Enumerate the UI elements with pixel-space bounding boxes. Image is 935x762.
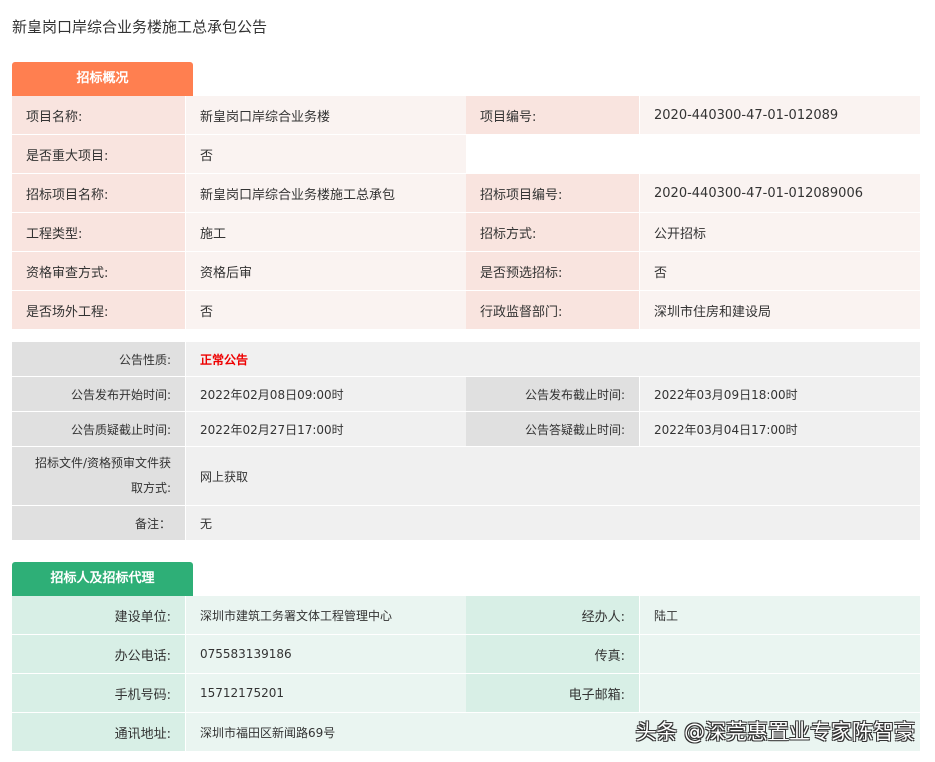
label: 招标文件/资格预审文件获取方式:	[12, 447, 185, 505]
table-row: 招标项目名称: 新皇岗口岸综合业务楼施工总承包 招标项目编号: 2020-440300…	[12, 174, 920, 213]
label: 招标项目编号:	[466, 174, 639, 212]
label: 是否场外工程:	[12, 291, 185, 329]
label: 公告性质:	[12, 342, 185, 376]
table-row: 通讯地址: 深圳市福田区新闻路69号	[12, 713, 920, 752]
value: 2022年03月09日18:00时	[639, 377, 920, 411]
label-line: 取方式:	[130, 481, 171, 495]
value: 施工	[185, 213, 466, 251]
value: 新皇岗口岸综合业务楼施工总承包	[185, 174, 466, 212]
watermark: 头条 @深莞惠置业专家陈智豪	[635, 720, 915, 744]
table-row: 是否场外工程: 否行政监督部门: 深圳市住房和建设局	[12, 291, 920, 330]
value: 否	[185, 135, 466, 173]
table-row: 手机号码: 15712175201 电子邮箱:	[12, 674, 920, 713]
table-row: 项目名称: 新皇岗口岸综合业务楼 项目编号: 2020-440300-47-01-01…	[12, 96, 920, 135]
overview-table: 项目名称: 新皇岗口岸综合业务楼 项目编号: 2020-440300-47-01-01…	[12, 96, 920, 330]
value: 资格后审	[185, 252, 466, 290]
value	[639, 674, 920, 712]
table-row: 办公电话: 075583139186 传真:	[12, 635, 920, 674]
empty-cell	[466, 713, 920, 751]
label: 资格审查方式:	[12, 252, 185, 290]
value: 2022年02月08日09:00时	[185, 377, 466, 411]
value: 新皇岗口岸综合业务楼	[185, 96, 466, 134]
table-row: 是否重大项目: 否	[12, 135, 920, 174]
value: 2020-440300-47-01-012089	[639, 96, 920, 134]
label: 项目编号:	[466, 96, 639, 134]
notice-nature-value: 正常公告	[185, 342, 920, 376]
notice-table: 公告性质: 正常公告 公告发布开始时间: 2022年02月08日09:00时 公告发布…	[12, 342, 920, 541]
label: 招标项目名称:	[12, 174, 185, 212]
value: 网上获取	[185, 447, 920, 505]
value: 2022年02月27日17:00时	[185, 412, 466, 446]
value: 公开招标	[639, 213, 920, 251]
value: 2022年03月04日17:00时	[639, 412, 920, 446]
value: 无	[185, 506, 920, 540]
table-row: 备注：无	[12, 506, 920, 541]
value: 否	[185, 291, 466, 329]
table-row: 公告质疑截止时间: 2022年02月27日17:00时 公告答疑截止时间: 2022年…	[12, 412, 920, 447]
label: 传真:	[466, 635, 639, 673]
value: 深圳市建筑工务署文体工程管理中心	[185, 596, 466, 634]
label: 公告发布开始时间:	[12, 377, 185, 411]
label: 电子邮箱:	[466, 674, 639, 712]
label: 公告质疑截止时间:	[12, 412, 185, 446]
table-row: 公告性质: 正常公告	[12, 342, 920, 377]
value: 深圳市住房和建设局	[639, 291, 920, 329]
label: 办公电话:	[12, 635, 185, 673]
table-row: 公告发布开始时间: 2022年02月08日09:00时 公告发布截止时间: 2022年…	[12, 377, 920, 412]
label: 招标方式:	[466, 213, 639, 251]
page-title: 新皇岗口岸综合业务楼施工总承包公告	[12, 18, 268, 36]
label: 公告发布截止时间:	[466, 377, 639, 411]
tenderer-table: 建设单位: 深圳市建筑工务署文体工程管理中心 经办人: 陆工 办公电话: 0755831…	[12, 596, 920, 752]
label: 建设单位:	[12, 596, 185, 634]
label: 是否预选招标:	[466, 252, 639, 290]
label: 行政监督部门:	[466, 291, 639, 329]
tenderer-section-header: 招标人及招标代理	[12, 562, 193, 596]
value: 深圳市福田区新闻路69号	[185, 713, 466, 751]
label: 项目名称:	[12, 96, 185, 134]
label-line: 招标文件/资格预审文件获	[34, 456, 171, 470]
table-row: 招标文件/资格预审文件获 取方式: 网上获取	[12, 447, 920, 506]
label: 通讯地址:	[12, 713, 185, 751]
label: 公告答疑截止时间:	[466, 412, 639, 446]
value: 2020-440300-47-01-012089006	[639, 174, 920, 212]
label: 手机号码:	[12, 674, 185, 712]
table-row: 资格审查方式: 资格后审 是否预选招标: 否	[12, 252, 920, 291]
value: 陆工	[639, 596, 920, 634]
value: 否	[639, 252, 920, 290]
label: 经办人:	[466, 596, 639, 634]
value: 15712175201	[185, 674, 466, 712]
label: 工程类型:	[12, 213, 185, 251]
empty-cell	[466, 135, 920, 173]
value: 075583139186	[185, 635, 466, 673]
overview-section-header: 招标概况	[12, 62, 193, 96]
value	[639, 635, 920, 673]
label: 是否重大项目:	[12, 135, 185, 173]
table-row: 工程类型: 施工 招标方式: 公开招标	[12, 213, 920, 252]
label: 备注：	[12, 506, 185, 540]
table-row: 建设单位: 深圳市建筑工务署文体工程管理中心 经办人: 陆工	[12, 596, 920, 635]
